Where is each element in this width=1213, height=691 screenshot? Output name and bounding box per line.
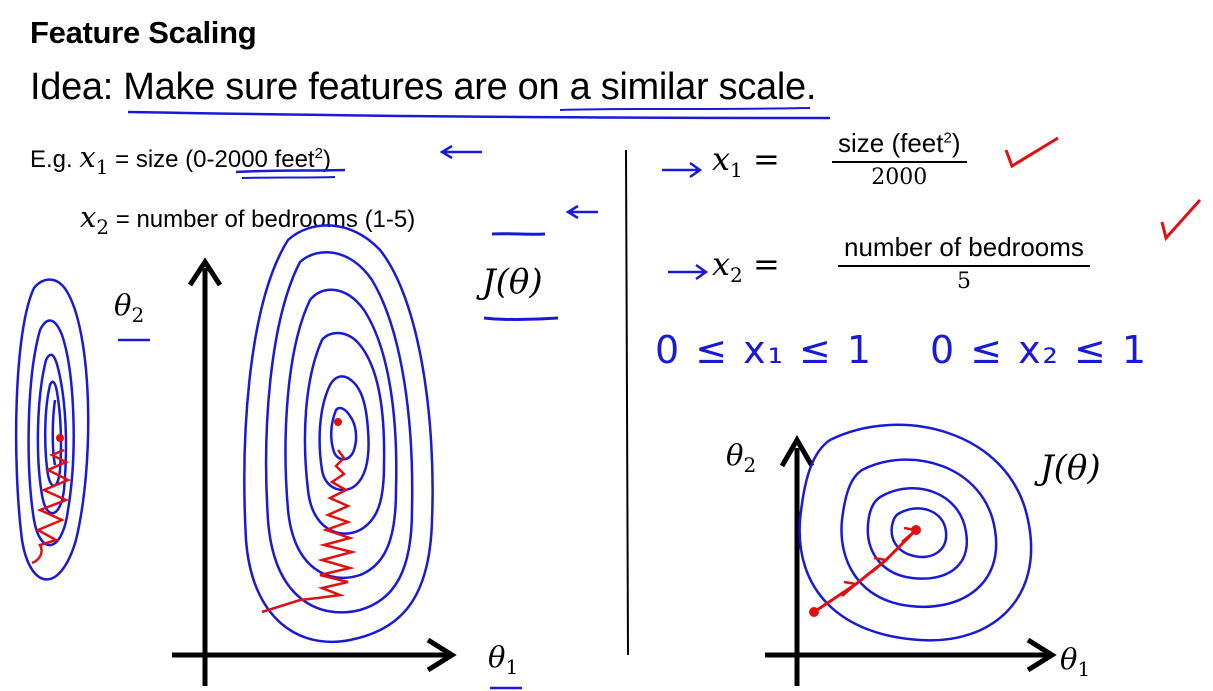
right-theta2-label: θ2 (726, 438, 757, 477)
small-contour-minimum (56, 434, 64, 442)
right-theta1-label: θ1 (1060, 642, 1091, 681)
left-cost-label: J(θ) (482, 262, 543, 302)
left-theta2-label: θ2 (114, 288, 145, 327)
x1-close-paren: ) (322, 146, 331, 173)
scaled-x1-lhs: x1 = (712, 140, 780, 182)
example-x1: E.g. x1 = size (0-2000 feet2) (30, 140, 331, 179)
x2-arrow (565, 204, 598, 220)
scaled-x1-numerator: size (feet2) (832, 128, 967, 163)
x1-range-underline-2 (241, 176, 336, 179)
scaled-x2-denominator: 5 (956, 269, 971, 294)
circular-gradient-path (813, 528, 918, 614)
scaled-x1-denominator: 2000 (871, 165, 928, 190)
inequality-x2: 0 ≤ x₂ ≤ 1 (930, 328, 1149, 372)
circular-start-point (809, 607, 819, 617)
inequality-x1: 0 ≤ x₁ ≤ 1 (655, 328, 874, 372)
center-divider (625, 149, 629, 656)
x1-range-underline (235, 168, 346, 174)
idea-prefix: Idea: (30, 66, 124, 108)
red-check-2 (1160, 198, 1202, 242)
left-cost-underline (483, 316, 559, 321)
x2-description: = number of bedrooms (1-5) (109, 206, 416, 233)
scaled-x2-fraction: number of bedrooms 5 (838, 232, 1090, 294)
idea-line: Idea: Make sure features are on a simila… (30, 66, 816, 109)
scaled-x1-fraction: size (feet2) 2000 (832, 128, 967, 190)
x2-range-underline (491, 232, 546, 236)
left-theta1-label: θ1 (488, 640, 519, 679)
small-elongated-contours (14, 278, 90, 581)
idea-underline (127, 110, 831, 120)
scaled-x1-arrow (662, 161, 703, 179)
big-contour-minimum (334, 418, 342, 426)
right-cost-label: J(θ) (1040, 448, 1101, 488)
circular-minimum (911, 525, 921, 535)
idea-statement: Make sure features are on a similar scal… (123, 66, 817, 108)
x1-variable: x1 (79, 140, 109, 179)
scaled-x2-lhs: x2 = (712, 245, 780, 287)
x1-description: = size (0-2000 feet (108, 146, 315, 173)
slide-title: Feature Scaling (30, 15, 257, 50)
scaled-x2-arrow (668, 263, 709, 281)
x1-exponent: 2 (314, 145, 323, 162)
left-plot-axes (172, 257, 457, 686)
big-contour-gradient-path (261, 449, 357, 614)
x1-arrow (439, 144, 482, 160)
idea-underline-scale (559, 107, 811, 111)
x2-variable: x2 (80, 200, 110, 239)
example-x2: x2 = number of bedrooms (1-5) (80, 200, 416, 239)
right-plot-axes (765, 434, 1057, 686)
big-elongated-contours (243, 224, 434, 644)
red-check-1 (1004, 136, 1059, 169)
eg-label: E.g. (30, 146, 73, 173)
circular-contours (798, 423, 1033, 642)
scaled-x2-numerator: number of bedrooms (838, 232, 1090, 267)
small-contour-gradient-path (31, 448, 72, 565)
